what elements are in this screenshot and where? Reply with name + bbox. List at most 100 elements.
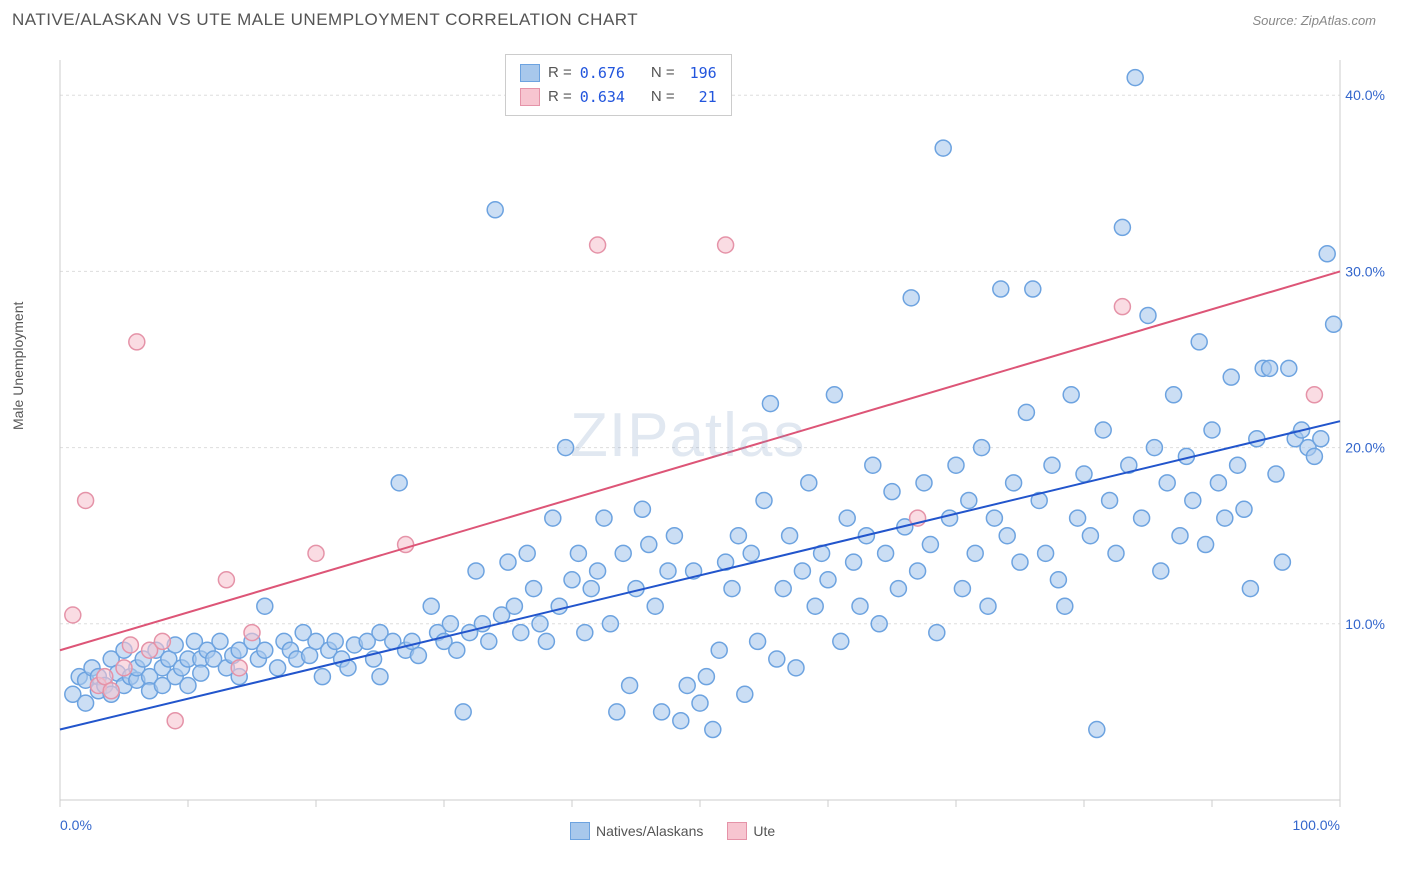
x-tick-label: 0.0% xyxy=(60,817,92,833)
data-point xyxy=(1127,70,1143,86)
data-point xyxy=(1006,475,1022,491)
data-point xyxy=(590,563,606,579)
data-point xyxy=(654,704,670,720)
data-point xyxy=(506,598,522,614)
data-point xyxy=(673,713,689,729)
data-point xyxy=(935,140,951,156)
legend-item: Natives/Alaskans xyxy=(570,822,703,840)
data-point xyxy=(756,492,772,508)
data-point xyxy=(455,704,471,720)
data-point xyxy=(705,722,721,738)
data-point xyxy=(1274,554,1290,570)
data-point xyxy=(762,396,778,412)
data-point xyxy=(692,695,708,711)
data-point xyxy=(1249,431,1265,447)
legend-swatch xyxy=(520,64,540,82)
data-point xyxy=(782,528,798,544)
data-point xyxy=(180,677,196,693)
data-point xyxy=(1166,387,1182,403)
data-point xyxy=(129,334,145,350)
data-point xyxy=(1089,722,1105,738)
data-point xyxy=(647,598,663,614)
data-point xyxy=(788,660,804,676)
data-point xyxy=(948,457,964,473)
data-point xyxy=(1095,422,1111,438)
data-point xyxy=(564,572,580,588)
data-point xyxy=(769,651,785,667)
data-point xyxy=(1044,457,1060,473)
data-point xyxy=(1025,281,1041,297)
data-point xyxy=(481,633,497,649)
data-point xyxy=(487,202,503,218)
chart-title: NATIVE/ALASKAN VS UTE MALE UNEMPLOYMENT … xyxy=(12,10,638,30)
data-point xyxy=(372,669,388,685)
data-point xyxy=(884,484,900,500)
data-point xyxy=(1057,598,1073,614)
data-point xyxy=(698,669,714,685)
data-point xyxy=(1050,572,1066,588)
trend-line xyxy=(60,421,1340,729)
data-point xyxy=(993,281,1009,297)
data-point xyxy=(391,475,407,491)
data-point xyxy=(103,683,119,699)
data-point xyxy=(1313,431,1329,447)
data-point xyxy=(1108,545,1124,561)
data-point xyxy=(794,563,810,579)
data-point xyxy=(961,492,977,508)
data-point xyxy=(583,581,599,597)
data-point xyxy=(1242,581,1258,597)
data-point xyxy=(1281,360,1297,376)
data-point xyxy=(865,457,881,473)
data-point xyxy=(942,510,958,526)
data-point xyxy=(1140,307,1156,323)
data-point xyxy=(910,563,926,579)
data-point xyxy=(622,677,638,693)
data-point xyxy=(596,510,612,526)
legend-swatch xyxy=(520,88,540,106)
legend-item: Ute xyxy=(727,822,775,840)
data-point xyxy=(1268,466,1284,482)
data-point xyxy=(775,581,791,597)
data-point xyxy=(1134,510,1150,526)
data-point xyxy=(1217,510,1233,526)
data-point xyxy=(1082,528,1098,544)
data-point xyxy=(641,537,657,553)
data-point xyxy=(801,475,817,491)
legend-swatch xyxy=(727,822,747,840)
data-point xyxy=(423,598,439,614)
data-point xyxy=(1076,466,1092,482)
data-point xyxy=(999,528,1015,544)
chart-header: NATIVE/ALASKAN VS UTE MALE UNEMPLOYMENT … xyxy=(0,0,1406,36)
data-point xyxy=(308,545,324,561)
data-point xyxy=(1063,387,1079,403)
data-point xyxy=(231,660,247,676)
data-point xyxy=(711,642,727,658)
data-point xyxy=(257,642,273,658)
data-point xyxy=(1172,528,1188,544)
data-point xyxy=(154,633,170,649)
data-point xyxy=(1230,457,1246,473)
data-point xyxy=(1070,510,1086,526)
data-point xyxy=(193,665,209,681)
data-point xyxy=(1326,316,1342,332)
data-point xyxy=(442,616,458,632)
y-tick-label: 20.0% xyxy=(1345,440,1385,456)
data-point xyxy=(954,581,970,597)
data-point xyxy=(846,554,862,570)
data-point xyxy=(986,510,1002,526)
data-point xyxy=(916,475,932,491)
legend-row: R =0.676N =196 xyxy=(520,61,717,85)
data-point xyxy=(615,545,631,561)
x-tick-label: 100.0% xyxy=(1293,817,1340,833)
data-point xyxy=(1204,422,1220,438)
data-point xyxy=(212,633,228,649)
series-legend: Natives/Alaskans Ute xyxy=(570,822,775,840)
data-point xyxy=(577,625,593,641)
legend-label: Ute xyxy=(753,823,775,839)
data-point xyxy=(1319,246,1335,262)
data-point xyxy=(538,633,554,649)
legend-swatch xyxy=(570,822,590,840)
data-point xyxy=(532,616,548,632)
scatter-chart: 10.0%20.0%30.0%40.0%0.0%100.0% xyxy=(50,50,1390,840)
data-point xyxy=(871,616,887,632)
